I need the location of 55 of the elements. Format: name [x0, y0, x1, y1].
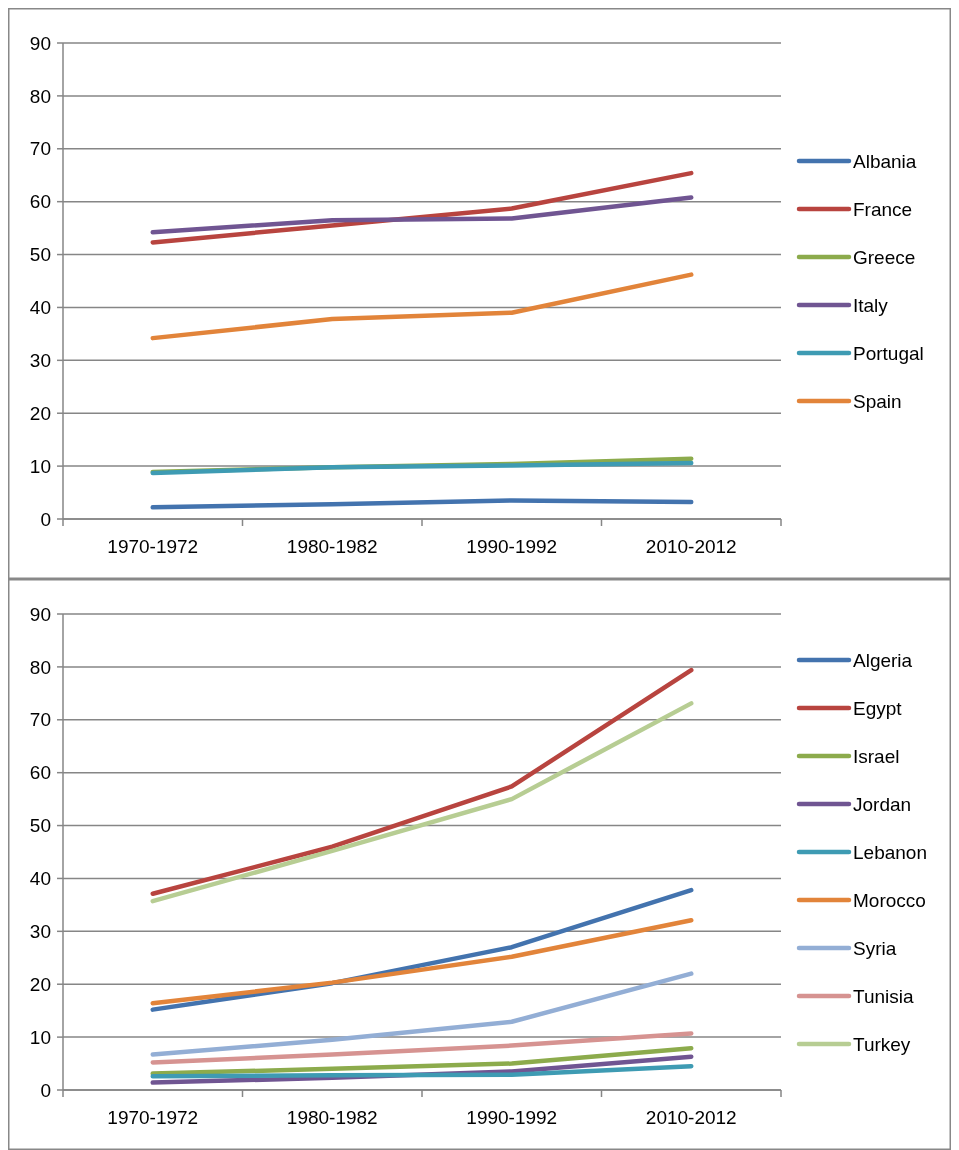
legend-label: Albania — [853, 150, 917, 172]
x-tick-label: 1990-1992 — [466, 1107, 558, 1128]
y-tick-label: 10 — [29, 1026, 51, 1048]
y-tick-label: 80 — [29, 85, 51, 107]
legend-label: Algeria — [853, 649, 913, 671]
y-tick-label: 90 — [29, 32, 51, 54]
y-tick-label: 50 — [29, 815, 51, 837]
x-tick-label: 1980-1982 — [286, 1107, 378, 1128]
x-tick-label: 1970-1972 — [107, 536, 199, 557]
legend-label: Italy — [853, 294, 889, 316]
line-series — [150, 701, 694, 904]
y-tick-label: 70 — [29, 709, 51, 731]
legend-label: Egypt — [853, 697, 903, 719]
legend-label: Syria — [853, 937, 897, 959]
legend-label: Jordan — [853, 793, 912, 815]
y-tick-label: 10 — [29, 455, 51, 477]
x-tick-label: 1970-1972 — [107, 1107, 199, 1128]
legend-label: Lebanon — [853, 841, 927, 863]
y-tick-label: 40 — [29, 297, 51, 319]
line-series — [150, 667, 694, 897]
y-tick-label: 0 — [40, 508, 51, 530]
legend-label: Tunisia — [853, 985, 914, 1007]
line-series — [150, 170, 694, 245]
line-series — [150, 195, 694, 235]
legend-label: Spain — [853, 390, 902, 412]
legend-label: Greece — [853, 246, 916, 268]
y-tick-label: 30 — [29, 349, 51, 371]
legend-label: Portugal — [853, 342, 924, 364]
y-tick-label: 60 — [29, 191, 51, 213]
legend-label: France — [853, 198, 913, 220]
y-tick-label: 30 — [29, 920, 51, 942]
y-tick-label: 20 — [29, 973, 51, 995]
legend-label: Morocco — [853, 889, 926, 911]
line-series — [150, 1031, 694, 1065]
y-tick-label: 70 — [29, 138, 51, 160]
line-series — [150, 498, 694, 510]
line-series — [150, 971, 694, 1057]
line-series — [150, 917, 694, 1006]
legend-label: Israel — [853, 745, 900, 767]
line-series — [150, 272, 694, 341]
x-tick-label: 2010-2012 — [645, 536, 737, 557]
y-tick-label: 90 — [29, 603, 51, 625]
y-tick-label: 80 — [29, 656, 51, 678]
y-tick-label: 60 — [29, 762, 51, 784]
x-tick-label: 2010-2012 — [645, 1107, 737, 1128]
y-tick-label: 20 — [29, 402, 51, 424]
legend-label: Turkey — [853, 1033, 911, 1055]
line-series — [150, 1045, 694, 1076]
y-tick-label: 0 — [40, 1079, 51, 1101]
line-series — [150, 460, 694, 476]
x-tick-label: 1980-1982 — [286, 536, 378, 557]
y-tick-label: 50 — [29, 244, 51, 266]
y-tick-label: 40 — [29, 868, 51, 890]
line-series — [150, 1063, 694, 1079]
x-tick-label: 1990-1992 — [466, 536, 558, 557]
